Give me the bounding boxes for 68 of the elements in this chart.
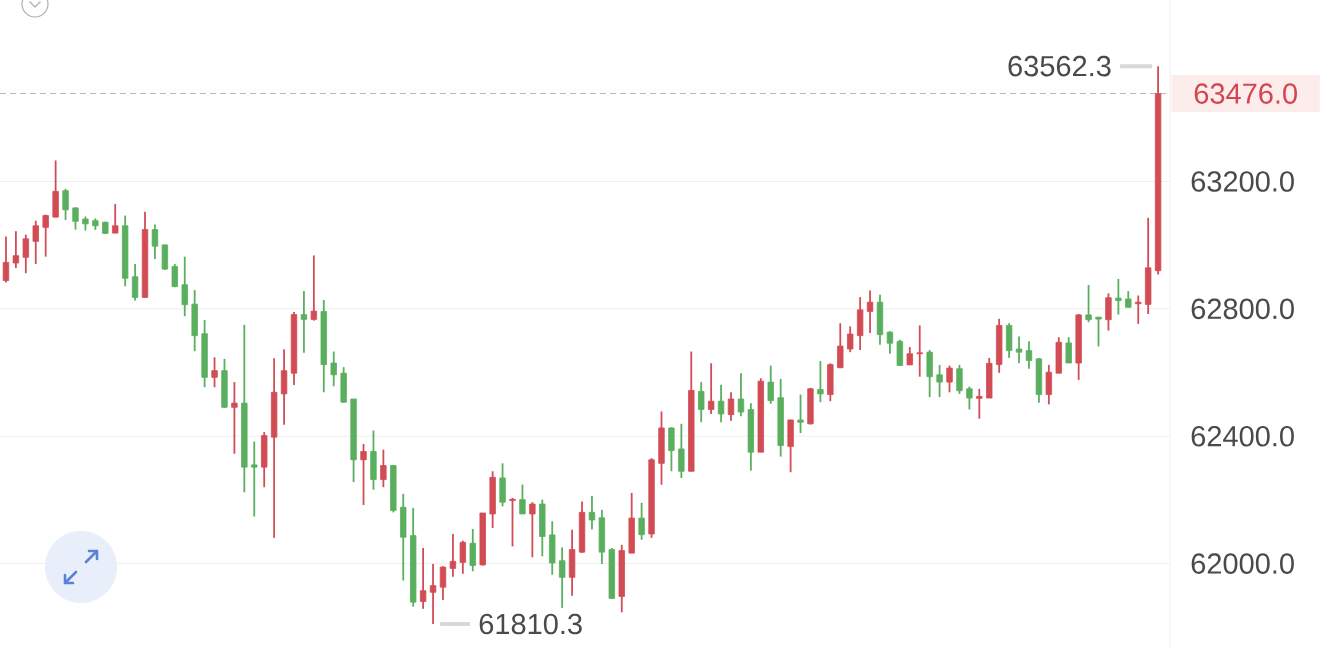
annotation: 63562.3 [1008, 55, 1111, 77]
candlestick [300, 290, 308, 354]
candlestick [1045, 364, 1053, 406]
candlestick [797, 393, 804, 434]
candlestick [717, 383, 725, 424]
candlestick [707, 362, 715, 415]
ref-line-label: 63476.0 [1194, 83, 1297, 104]
candlestick [916, 324, 923, 378]
y-tick-label: 63200.0 [1191, 171, 1294, 192]
candlestick [112, 203, 119, 234]
candlestick [449, 533, 457, 578]
candlestick [558, 546, 566, 609]
candlestick [1085, 284, 1092, 324]
candlestick [509, 497, 516, 548]
candlestick [42, 213, 49, 258]
candlestick [62, 187, 69, 221]
candlestick [181, 255, 188, 318]
candlestick [886, 330, 894, 355]
candlestick [1105, 292, 1112, 332]
candlestick [1025, 340, 1033, 370]
candlestick [2, 235, 10, 284]
candlestick [866, 289, 874, 334]
candlestick [12, 230, 20, 270]
candlestick [151, 223, 159, 260]
candlestick [419, 547, 427, 610]
candlestick [698, 381, 705, 424]
candlestick [251, 440, 258, 518]
candlestick [360, 442, 367, 506]
candlestick [131, 263, 139, 302]
candlestick [956, 364, 963, 395]
candlestick [469, 528, 476, 573]
candlestick [439, 565, 447, 601]
candlestick [817, 360, 824, 404]
candlestick [32, 219, 39, 265]
candlestick [1115, 278, 1122, 316]
candlestick [668, 426, 675, 473]
candlestick [211, 356, 218, 389]
candlestick [966, 385, 973, 411]
annotation: 61810.3 [479, 613, 582, 635]
candlestick [72, 206, 79, 231]
candlestick [1065, 336, 1072, 364]
candlestick [310, 254, 318, 322]
candlestick [847, 325, 854, 354]
candlestick [737, 372, 745, 418]
candlestick [837, 322, 844, 369]
candlestick [936, 364, 943, 398]
candlestick [459, 539, 467, 575]
candlestick [231, 381, 238, 455]
candlestick [429, 563, 437, 625]
candlestick [519, 483, 526, 515]
candlestick [727, 391, 735, 422]
candlestick [22, 233, 29, 275]
candlestick [638, 501, 645, 541]
candlestick [767, 364, 774, 405]
candlestick [529, 501, 536, 559]
candlestick [1095, 316, 1102, 348]
candlestick [330, 350, 337, 388]
candlestick [1135, 294, 1142, 325]
candlestick [1015, 335, 1023, 365]
candlestick [280, 348, 288, 426]
candlestick [976, 387, 983, 420]
candlestick [946, 364, 953, 394]
candlestick [380, 448, 387, 489]
y-tick-label: 62400.0 [1191, 425, 1294, 447]
candlestick [588, 495, 596, 531]
y-tick-label: 62000.0 [1191, 553, 1294, 574]
y-tick-label: 62800.0 [1191, 298, 1294, 320]
candlestick [678, 422, 685, 479]
